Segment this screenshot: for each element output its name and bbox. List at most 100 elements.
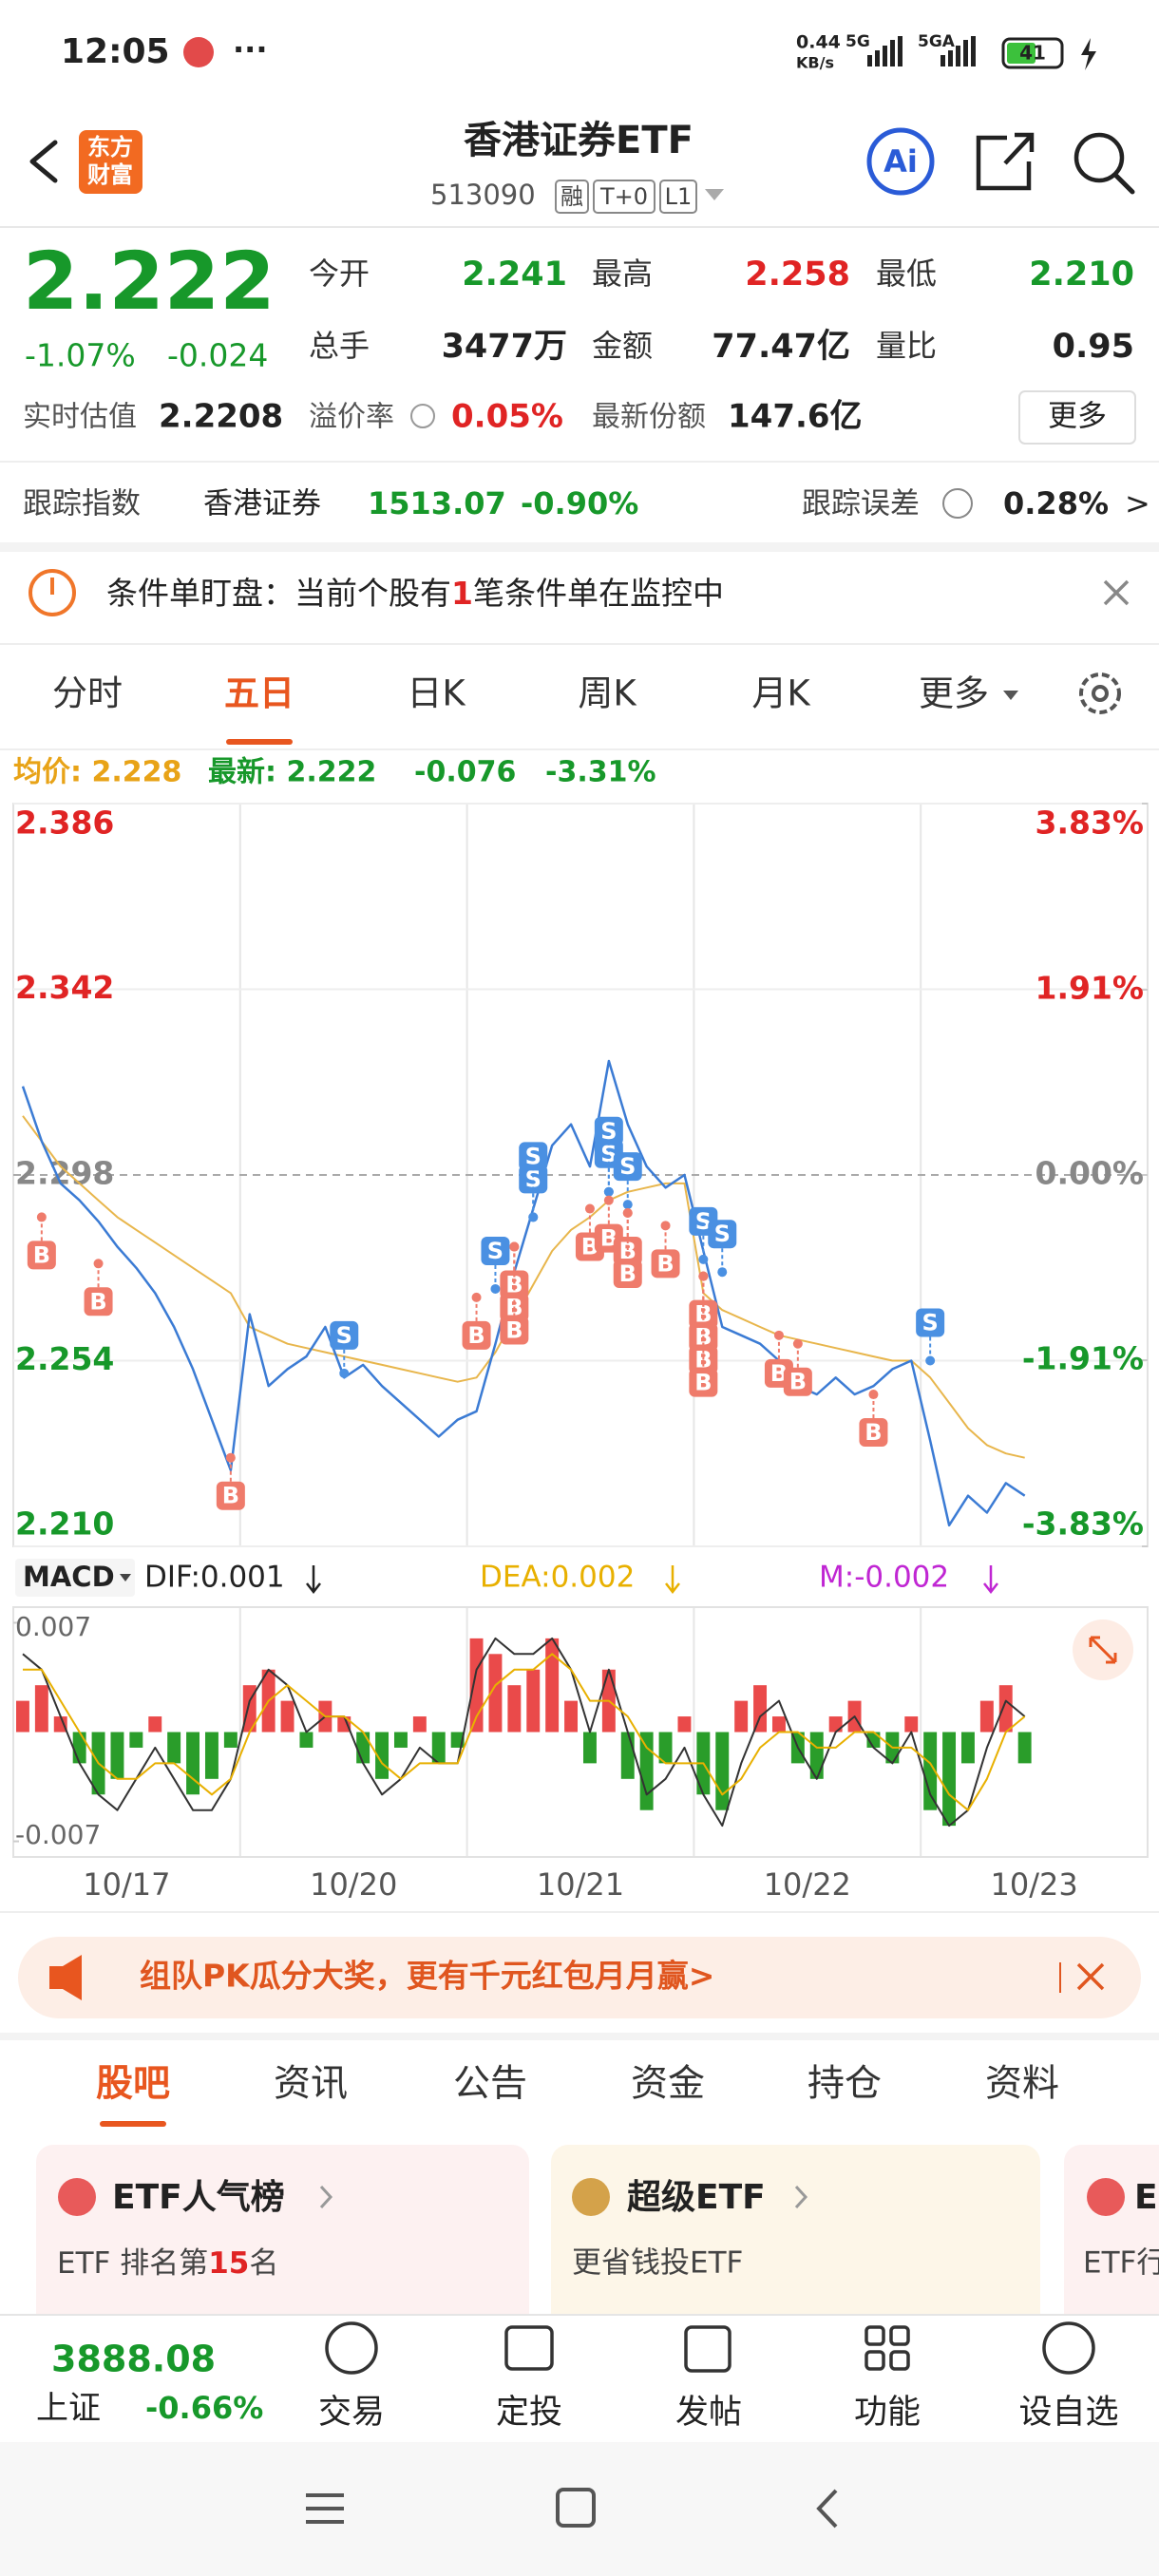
nav-item[interactable]: 发帖 bbox=[675, 2394, 742, 2432]
alert-text[interactable]: 条件单盯盘：当前个股有1笔条件单在监控中 bbox=[106, 575, 724, 612]
macd-bar bbox=[715, 1732, 730, 1810]
marker-badge bbox=[27, 1241, 56, 1270]
network-type: 5G bbox=[846, 32, 870, 51]
macd-bar bbox=[545, 1638, 560, 1733]
marker-label: B bbox=[33, 1241, 50, 1268]
marker-point bbox=[622, 1200, 633, 1210]
marker-label: B bbox=[694, 1370, 712, 1396]
nav-item[interactable]: 功能 bbox=[854, 2394, 921, 2432]
marker-badge bbox=[859, 1418, 888, 1448]
network-type: 5GA bbox=[918, 32, 956, 51]
dif-line bbox=[22, 1637, 1026, 1828]
banner-close[interactable] bbox=[1076, 1962, 1105, 1991]
battery-level bbox=[1007, 43, 1036, 64]
share-button[interactable] bbox=[976, 132, 1035, 191]
macd-bar bbox=[582, 1732, 597, 1764]
index-value[interactable]: 3888.08 bbox=[51, 2339, 216, 2380]
marker-point bbox=[603, 1186, 614, 1197]
content-tab[interactable]: 资讯 bbox=[274, 2063, 348, 2106]
more-button[interactable] bbox=[1018, 390, 1136, 445]
macd-bar bbox=[223, 1732, 238, 1748]
card-rank: 15 bbox=[208, 2246, 249, 2281]
info-icon[interactable] bbox=[410, 404, 435, 428]
nav-item[interactable]: 交易 bbox=[318, 2394, 385, 2432]
help-icon[interactable] bbox=[942, 488, 973, 519]
tag-dropdown[interactable] bbox=[705, 189, 724, 200]
separator-band bbox=[0, 542, 1159, 552]
tab[interactable]: 月K bbox=[751, 673, 811, 714]
content-tab-active[interactable]: 股吧 bbox=[96, 2063, 170, 2106]
x-tick-label: 10/23 bbox=[990, 1866, 1077, 1903]
macd-bar bbox=[356, 1732, 370, 1764]
content-tab[interactable]: 资金 bbox=[631, 2063, 705, 2106]
logo bbox=[79, 130, 142, 194]
tab[interactable]: 周K bbox=[578, 673, 637, 714]
nav-item[interactable]: 设自选 bbox=[1018, 2394, 1118, 2432]
marker-label: B bbox=[505, 1317, 522, 1344]
tag bbox=[555, 180, 589, 214]
tag bbox=[593, 180, 656, 214]
home-button[interactable] bbox=[556, 2488, 596, 2528]
menu-button[interactable] bbox=[306, 2493, 344, 2524]
marker-label: B bbox=[864, 1419, 882, 1446]
marker-point bbox=[528, 1212, 539, 1222]
post-icon bbox=[684, 2325, 732, 2373]
nav-item[interactable]: 定投 bbox=[496, 2394, 562, 2432]
content-tab[interactable]: 资料 bbox=[985, 2063, 1059, 2106]
marker-point bbox=[925, 1355, 936, 1366]
legend-change: -0.076 bbox=[414, 756, 516, 789]
macd-bar bbox=[393, 1732, 408, 1748]
macd-selector[interactable] bbox=[15, 1559, 135, 1597]
settings-button[interactable] bbox=[1079, 672, 1121, 714]
card[interactable] bbox=[551, 2145, 1040, 2335]
watchlist-icon bbox=[1042, 2321, 1095, 2375]
macd-bar bbox=[204, 1732, 218, 1779]
macd-bar bbox=[488, 1654, 503, 1733]
content-tab[interactable]: 持仓 bbox=[808, 2063, 882, 2106]
macd-bar bbox=[469, 1638, 484, 1733]
back-button[interactable] bbox=[29, 140, 58, 183]
marker-label: B bbox=[619, 1260, 636, 1287]
tracking-arrow[interactable]: > bbox=[1125, 485, 1150, 521]
banner-icon bbox=[49, 1955, 82, 2000]
marker-badge bbox=[500, 1316, 529, 1345]
alert-close[interactable] bbox=[1103, 579, 1130, 606]
tracking-index: 香港证券 bbox=[203, 487, 321, 521]
marker-label: S bbox=[922, 1310, 939, 1336]
y-tick-label: 2.210 bbox=[15, 1506, 114, 1543]
tab[interactable]: 日K bbox=[407, 673, 466, 714]
macd-bar bbox=[148, 1716, 162, 1733]
field-value: 2.241 bbox=[462, 256, 567, 294]
alert-count: 1 bbox=[451, 575, 473, 612]
marker-badge bbox=[708, 1220, 737, 1249]
card-line-text: ETF 排名第 bbox=[57, 2246, 208, 2281]
status-dots: ··· bbox=[233, 31, 267, 67]
content-tab[interactable]: 公告 bbox=[453, 2063, 527, 2106]
macd-bar bbox=[431, 1732, 446, 1764]
field-value: 77.47亿 bbox=[712, 328, 850, 366]
macd-bar bbox=[998, 1685, 1013, 1733]
macd-bar bbox=[771, 1716, 786, 1733]
macd-bar bbox=[904, 1716, 919, 1733]
marker-badge bbox=[519, 1142, 548, 1171]
card-icon bbox=[572, 2178, 610, 2216]
card[interactable] bbox=[36, 2145, 529, 2335]
macd-bar bbox=[639, 1732, 654, 1810]
dif-label: DIF:0.001 bbox=[144, 1561, 285, 1595]
tracking-value: 1513.07 bbox=[368, 485, 506, 521]
macd-bar bbox=[1017, 1732, 1032, 1764]
banner[interactable] bbox=[18, 1937, 1141, 2018]
nav-back-button[interactable] bbox=[816, 2489, 838, 2529]
index-name: 上证 bbox=[36, 2390, 101, 2428]
macd-bar bbox=[129, 1732, 143, 1748]
legend-avg: 均价: 2.228 bbox=[13, 756, 181, 789]
card[interactable] bbox=[1064, 2145, 1159, 2335]
x-tick-label: 10/20 bbox=[310, 1866, 397, 1903]
tab[interactable]: 更多 bbox=[919, 673, 989, 714]
macd-bar bbox=[15, 1700, 29, 1733]
tab[interactable]: 分时 bbox=[52, 673, 123, 714]
marker-point bbox=[603, 1195, 614, 1205]
tab-active[interactable]: 五日 bbox=[224, 673, 294, 714]
ai-button[interactable] bbox=[866, 127, 935, 196]
search-button[interactable] bbox=[1074, 132, 1125, 183]
